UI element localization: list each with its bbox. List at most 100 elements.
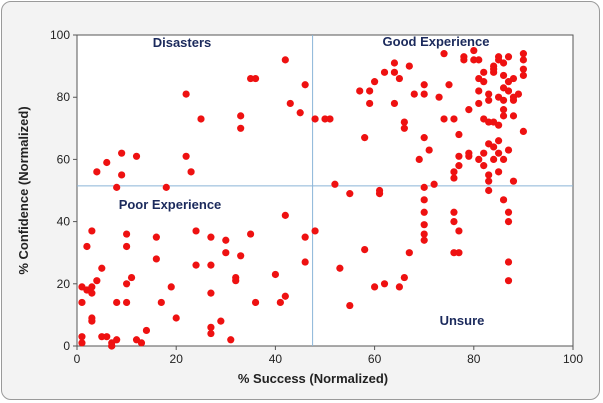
x-tick-label: 0 — [74, 352, 81, 366]
x-tick-label: 40 — [269, 352, 283, 366]
quadrant-label-unsure: Unsure — [440, 313, 485, 328]
data-point — [326, 115, 334, 123]
data-point — [480, 149, 488, 157]
data-point — [142, 326, 151, 335]
data-point — [207, 323, 215, 331]
data-point — [450, 208, 458, 216]
data-point — [470, 46, 478, 55]
x-tick-label: 80 — [467, 352, 481, 366]
data-point — [519, 50, 528, 58]
data-point — [460, 53, 468, 61]
data-point — [361, 134, 369, 142]
data-point — [415, 155, 423, 163]
data-point — [137, 339, 146, 347]
data-point — [509, 177, 518, 185]
data-point — [197, 115, 205, 123]
data-point — [504, 87, 513, 95]
data-point — [237, 252, 245, 260]
data-point — [108, 342, 116, 350]
quadrant-label-good-experience: Good Experience — [383, 34, 490, 49]
y-tick-label: 100 — [50, 28, 70, 42]
data-points — [78, 46, 528, 350]
data-point — [445, 81, 453, 89]
data-point — [301, 258, 309, 266]
data-point — [455, 152, 463, 160]
data-point — [321, 115, 329, 123]
data-point — [207, 233, 215, 241]
data-point — [440, 115, 448, 123]
data-point — [301, 81, 309, 89]
data-point — [499, 196, 508, 204]
data-point — [519, 71, 528, 80]
data-point — [495, 137, 503, 145]
data-point — [222, 236, 230, 244]
data-point — [499, 71, 508, 80]
data-point — [207, 289, 215, 297]
data-point — [519, 127, 528, 136]
data-point — [296, 109, 304, 117]
data-point — [123, 242, 131, 251]
data-point — [207, 261, 215, 269]
data-point — [420, 183, 428, 191]
data-point — [247, 230, 255, 238]
data-point — [113, 183, 121, 191]
x-tick-label: 20 — [170, 352, 184, 366]
data-point — [455, 227, 463, 235]
y-tick-label: 0 — [63, 339, 70, 353]
data-point — [504, 277, 513, 285]
data-point — [311, 227, 319, 235]
data-point — [475, 56, 483, 64]
data-point — [499, 106, 508, 114]
data-point — [113, 298, 121, 307]
y-axis-label: % Confidence (Normalized) — [16, 106, 31, 274]
reference-lines — [77, 35, 573, 346]
data-point — [380, 280, 389, 288]
data-point — [495, 168, 503, 176]
data-point — [405, 249, 413, 257]
data-point — [499, 155, 508, 163]
data-point — [450, 218, 458, 226]
y-tick-label: 20 — [57, 277, 71, 291]
data-point — [455, 130, 463, 139]
data-point — [371, 78, 379, 86]
y-axis-ticks: 0 20 40 60 80 100 — [50, 28, 77, 353]
data-point — [123, 230, 131, 238]
data-point — [485, 96, 493, 104]
data-point — [450, 174, 458, 182]
data-point — [207, 329, 215, 338]
data-point — [440, 50, 448, 58]
data-point — [152, 233, 160, 241]
data-point — [366, 99, 374, 108]
data-point — [157, 298, 165, 307]
data-point — [276, 298, 284, 307]
data-point — [400, 273, 408, 282]
data-point — [88, 283, 96, 291]
data-point — [98, 333, 106, 341]
data-point — [400, 118, 408, 126]
data-point — [480, 162, 488, 170]
y-tick-label: 60 — [57, 152, 71, 166]
data-point — [301, 233, 309, 241]
data-point — [499, 59, 508, 67]
quadrant-label-poor-experience: Poor Experience — [119, 197, 222, 212]
data-point — [420, 134, 428, 142]
data-point — [455, 249, 463, 257]
data-point — [93, 277, 101, 285]
data-point — [123, 298, 131, 307]
data-point — [420, 221, 428, 229]
data-point — [251, 74, 260, 83]
data-point — [519, 65, 528, 73]
data-point — [281, 292, 289, 300]
data-point — [450, 249, 458, 257]
data-point — [485, 177, 493, 185]
data-point — [480, 78, 488, 86]
y-tick-label: 40 — [57, 215, 71, 229]
data-point — [103, 333, 111, 341]
data-point — [247, 74, 255, 83]
data-point — [490, 155, 498, 163]
data-point — [127, 273, 136, 282]
data-point — [390, 99, 399, 108]
data-point — [222, 249, 230, 257]
data-point — [78, 339, 86, 347]
data-point — [504, 146, 513, 154]
